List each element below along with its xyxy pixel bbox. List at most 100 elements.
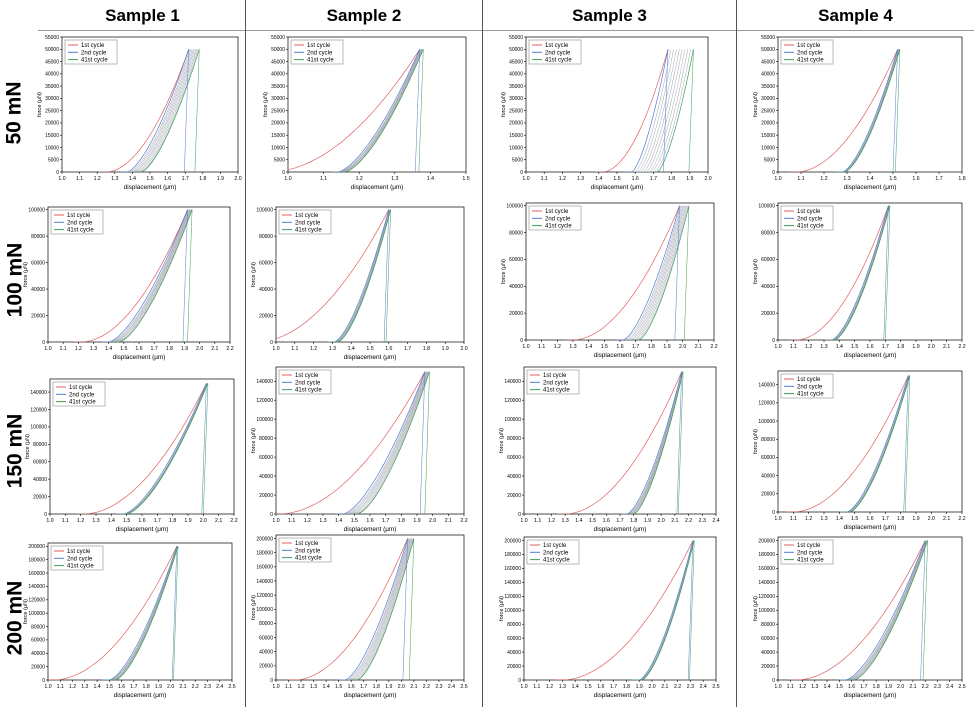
y-tick-label: 100000 <box>28 207 45 213</box>
legend-label: 2nd cycle <box>81 50 107 56</box>
y-tick-label: 120000 <box>28 598 45 604</box>
y-axis-label: force (μN) <box>501 259 507 284</box>
x-axis-label: displacement (μm) <box>844 184 897 191</box>
y-tick-label: 20000 <box>45 121 59 127</box>
y-tick-label: 45000 <box>761 59 775 65</box>
x-tick-label: 1.2 <box>356 176 363 182</box>
x-tick-label: 1.3 <box>81 684 88 690</box>
y-tick-label: 30000 <box>45 96 59 102</box>
column-divider <box>245 0 246 707</box>
legend-label: 2nd cycle <box>307 50 333 56</box>
intermediate-cycle-curve <box>331 49 421 172</box>
last-cycle-curve <box>108 546 179 680</box>
y-tick-label: 15000 <box>509 133 523 139</box>
intermediate-cycle-curve <box>619 205 682 340</box>
x-tick-label: 2.0 <box>897 684 904 690</box>
first-cycle-curve <box>276 371 426 514</box>
x-tick-label: 1.3 <box>90 346 97 352</box>
chart-sample3-50mn: 1.0 1.1 1.2 1.3 1.4 1.5 1.6 1.7 1.8 1.9 2.0 0 5000 10… <box>500 34 712 194</box>
x-tick-label: 1.0 <box>44 346 51 352</box>
y-tick-label: 20000 <box>259 664 273 670</box>
x-tick-label: 1.8 <box>373 684 380 690</box>
curves-group <box>48 546 179 680</box>
intermediate-cycle-curve <box>342 371 428 514</box>
x-tick-label: 2.2 <box>958 516 965 522</box>
unloading-curve <box>171 546 178 680</box>
y-tick-label: 0 <box>56 170 59 176</box>
x-tick-label: 1.9 <box>413 518 420 524</box>
chart-svg: 1.0 1.1 1.2 1.3 1.4 1.5 1.6 1.7 1.8 1.9 2.0 2.1 2.2 2… <box>23 542 236 699</box>
first-cycle-curve <box>287 538 408 680</box>
intermediate-cycle-curve <box>841 540 927 680</box>
intermediate-cycle-curve <box>629 49 674 172</box>
x-tick-label: 1.7 <box>610 684 617 690</box>
y-tick-label: 40000 <box>761 284 775 290</box>
x-tick-label: 1.6 <box>366 518 373 524</box>
x-tick-label: 1.9 <box>155 684 162 690</box>
y-tick-label: 120000 <box>504 594 521 600</box>
x-tick-label: 1.6 <box>848 684 855 690</box>
y-tick-label: 60000 <box>761 636 775 642</box>
y-tick-label: 80000 <box>31 234 45 240</box>
y-tick-label: 140000 <box>504 580 521 586</box>
intermediate-cycle-curve <box>106 209 190 342</box>
x-tick-label: 1.7 <box>151 346 158 352</box>
chart-sample2-150mn: 1.0 1.1 1.2 1.3 1.4 1.5 1.6 1.7 1.8 1.9 2.0 2.1 2.2 0… <box>250 364 468 536</box>
y-axis-label: force (μN) <box>23 599 29 624</box>
last-cycle-curve <box>842 375 911 512</box>
x-tick-label: 1.3 <box>811 684 818 690</box>
second-cycle-curve <box>835 49 898 172</box>
chart-svg: 1.0 1.1 1.2 1.3 1.4 1.5 1.6 1.7 1.8 1.9 2.0 0 5000 10… <box>37 35 242 191</box>
legend-label: 2nd cycle <box>797 550 823 556</box>
chart-sample3-150mn: 1.0 1.1 1.2 1.3 1.4 1.5 1.6 1.7 1.8 1.9 2.0 2.1 2.2 2… <box>498 364 720 536</box>
curves-group <box>76 383 209 514</box>
intermediate-cycle-curve <box>840 540 926 680</box>
y-tick-label: 80000 <box>507 622 521 628</box>
legend-label: 41st cycle <box>797 58 824 64</box>
y-axis-label: force (μN) <box>263 92 269 117</box>
unloading-curve <box>674 205 680 340</box>
second-cycle-curve <box>839 375 909 512</box>
x-tick-label: 1.5 <box>146 176 153 182</box>
unloading-curve <box>689 540 695 680</box>
y-axis-label: force (μN) <box>25 434 31 459</box>
x-tick-label: 1.2 <box>75 346 82 352</box>
x-tick-label: 1.1 <box>787 684 794 690</box>
x-tick-label: 1.8 <box>199 176 206 182</box>
x-tick-label: 1.0 <box>272 346 279 352</box>
y-tick-label: 0 <box>772 678 775 684</box>
second-cycle-curve <box>838 540 926 680</box>
legend-label: 41st cycle <box>295 556 322 562</box>
x-tick-label: 1.2 <box>546 684 553 690</box>
x-tick-label: 1.0 <box>284 176 291 182</box>
y-tick-label: 140000 <box>758 382 775 388</box>
unloading-curve <box>187 209 193 342</box>
x-tick-label: 2.0 <box>928 516 935 522</box>
legend-label: 1st cycle <box>797 209 821 215</box>
unloading-curve <box>383 209 390 342</box>
x-tick-label: 2.2 <box>460 518 467 524</box>
unloading-curve <box>415 49 420 172</box>
y-tick-label: 20000 <box>509 311 523 317</box>
unloading-curve <box>678 371 684 514</box>
second-cycle-curve <box>120 49 190 172</box>
first-cycle-curve <box>565 205 680 340</box>
y-tick-label: 5000 <box>274 158 285 164</box>
y-tick-label: 10000 <box>761 145 775 151</box>
legend-label: 1st cycle <box>295 373 319 379</box>
x-tick-label: 1.6 <box>912 176 919 182</box>
unloading-curve <box>201 383 207 514</box>
y-tick-label: 25000 <box>271 108 285 114</box>
y-tick-label: 200000 <box>758 538 775 544</box>
chart-sample2-50mn: 1.0 1.1 1.2 1.3 1.4 1.5 0 5000 10000 15000 20000 25… <box>262 34 470 194</box>
y-tick-label: 0 <box>518 678 521 684</box>
x-axis-label: displacement (μm) <box>344 526 397 533</box>
y-tick-label: 80000 <box>761 230 775 236</box>
legend-label: 1st cycle <box>545 209 569 215</box>
legend-label: 2nd cycle <box>797 50 823 56</box>
unloading-curve <box>903 375 909 512</box>
x-tick-label: 1.4 <box>575 518 582 524</box>
last-cycle-curve <box>119 383 209 514</box>
y-tick-label: 45000 <box>509 59 523 65</box>
